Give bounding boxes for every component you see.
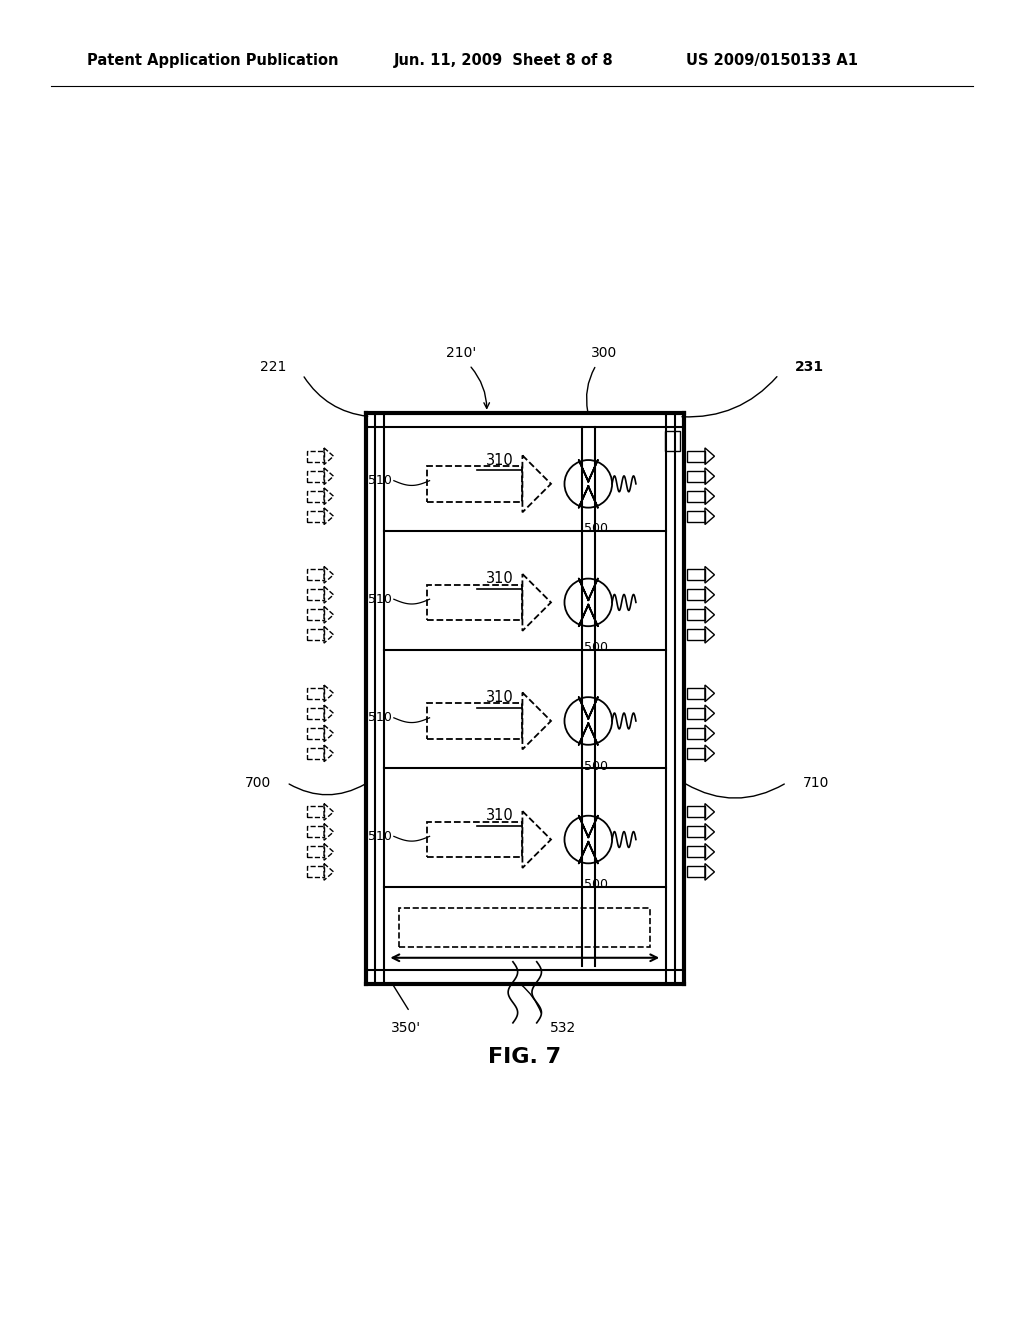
Text: 300: 300: [591, 346, 617, 360]
Text: 500: 500: [585, 878, 608, 891]
Text: 500: 500: [585, 759, 608, 772]
Text: 310: 310: [485, 572, 513, 586]
Text: 500: 500: [585, 523, 608, 536]
Text: 221: 221: [260, 359, 287, 374]
Text: US 2009/0150133 A1: US 2009/0150133 A1: [686, 53, 858, 67]
Text: 210': 210': [446, 346, 476, 360]
Text: Jun. 11, 2009  Sheet 8 of 8: Jun. 11, 2009 Sheet 8 of 8: [394, 53, 614, 67]
Text: 710: 710: [803, 776, 829, 789]
Text: 510: 510: [368, 830, 391, 843]
Text: FIG. 7: FIG. 7: [488, 1047, 561, 1067]
Text: 350': 350': [391, 1020, 421, 1035]
Text: 510: 510: [368, 474, 391, 487]
Text: 231: 231: [795, 359, 823, 374]
Text: 510: 510: [368, 711, 391, 725]
Text: Patent Application Publication: Patent Application Publication: [87, 53, 339, 67]
Text: 510: 510: [368, 593, 391, 606]
Text: 310: 310: [485, 690, 513, 705]
Text: 532: 532: [550, 1020, 577, 1035]
FancyBboxPatch shape: [666, 432, 680, 451]
Text: 310: 310: [485, 453, 513, 467]
Text: 500: 500: [585, 642, 608, 653]
Text: 700: 700: [245, 776, 270, 789]
Text: 310: 310: [485, 808, 513, 824]
